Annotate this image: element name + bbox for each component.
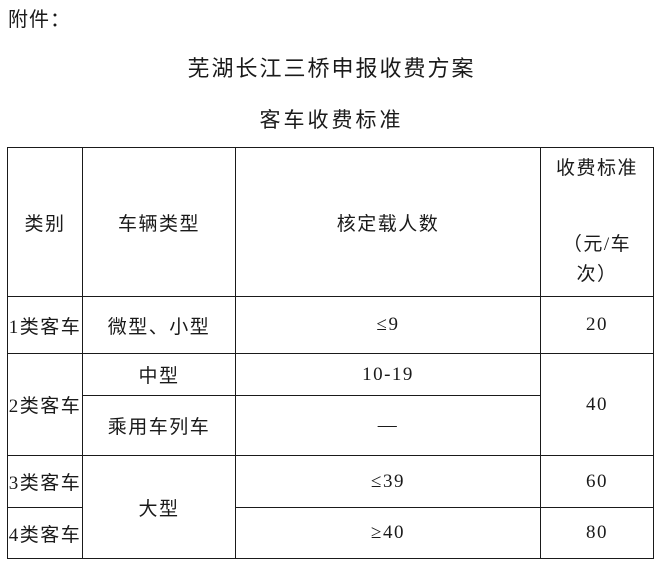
cell-fee: 80 bbox=[540, 507, 654, 559]
cell-capacity: ≤9 bbox=[235, 296, 541, 354]
cell-category: 2类客车 bbox=[7, 353, 83, 456]
cell-category: 4类客车 bbox=[7, 507, 83, 559]
table-header-row: 类别 车辆类型 核定载人数 收费标准 （元/车 次） bbox=[7, 147, 654, 297]
document-title: 芜湖长江三桥申报收费方案 bbox=[187, 56, 476, 81]
cell-vehicle-type: 中型 bbox=[82, 353, 236, 396]
cell-capacity: ≤39 bbox=[235, 455, 541, 508]
header-fee-standard-line1: 收费标准 bbox=[555, 158, 638, 179]
cell-category: 1类客车 bbox=[7, 296, 83, 354]
cell-fee: 60 bbox=[540, 455, 654, 508]
cell-vehicle-type: 微型、小型 bbox=[82, 296, 236, 354]
header-capacity: 核定载人数 bbox=[235, 147, 541, 297]
cell-capacity: — bbox=[235, 395, 541, 456]
cell-capacity: 10-19 bbox=[235, 353, 541, 396]
table-row: 1类客车 微型、小型 ≤9 20 bbox=[7, 296, 654, 354]
header-category: 类别 bbox=[7, 147, 83, 297]
attachment-label: 附件： bbox=[8, 9, 71, 31]
table-row: 3类客车 大型 ≤39 60 bbox=[7, 455, 654, 559]
header-fee-standard-line2: （元/车 bbox=[562, 234, 632, 255]
cell-vehicle-type: 大型 bbox=[82, 455, 236, 559]
section-title: 客车收费标准 bbox=[259, 108, 404, 132]
header-fee-standard: 收费标准 （元/车 次） bbox=[540, 147, 654, 297]
table-row: 乘用车列车 — bbox=[8, 395, 654, 456]
cell-vehicle-type: 乘用车列车 bbox=[82, 395, 236, 456]
table-row: 4类客车 ≥40 80 bbox=[7, 507, 654, 559]
cell-capacity: ≥40 bbox=[235, 507, 541, 559]
cell-fee: 20 bbox=[540, 296, 654, 354]
header-fee-standard-line3: 次） bbox=[576, 264, 618, 285]
toll-fee-table: 类别 车辆类型 核定载人数 收费标准 （元/车 次） 1类客车 微型、小型 ≤9… bbox=[7, 147, 654, 559]
cell-fee: 40 bbox=[540, 353, 654, 456]
cell-category: 3类客车 bbox=[7, 455, 83, 508]
header-vehicle-type: 车辆类型 bbox=[82, 147, 236, 297]
table-row: 2类客车 中型 10-19 40 bbox=[7, 353, 654, 456]
